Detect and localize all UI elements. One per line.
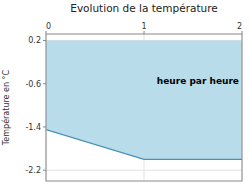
area-fill (46, 40, 242, 159)
grid (46, 34, 242, 181)
chart-svg: 0.2 -0.6 -1.4 -2.2 0 1 2 heure par heure Evoluti… (0, 0, 250, 188)
y-tick-label: -2.2 (25, 166, 41, 175)
data-layer (46, 40, 242, 159)
x-tick-label: 1 (141, 22, 146, 31)
y-tick-label: -0.6 (25, 80, 41, 89)
area-bottom-line (46, 130, 242, 160)
y-tick-label: -1.4 (25, 123, 41, 132)
y-tick-label: 0.2 (28, 36, 41, 45)
chart-container: 0.2 -0.6 -1.4 -2.2 0 1 2 heure par heure Evoluti… (0, 0, 250, 188)
plot-background (46, 34, 242, 181)
x-tick-label: 0 (46, 22, 51, 31)
x-tick-label: 2 (237, 22, 242, 31)
annotation: heure par heure (157, 76, 239, 86)
plot-frame (46, 34, 242, 181)
chart-title: Evolution de la température (70, 2, 217, 14)
y-axis-label: Température en °C (1, 69, 11, 146)
